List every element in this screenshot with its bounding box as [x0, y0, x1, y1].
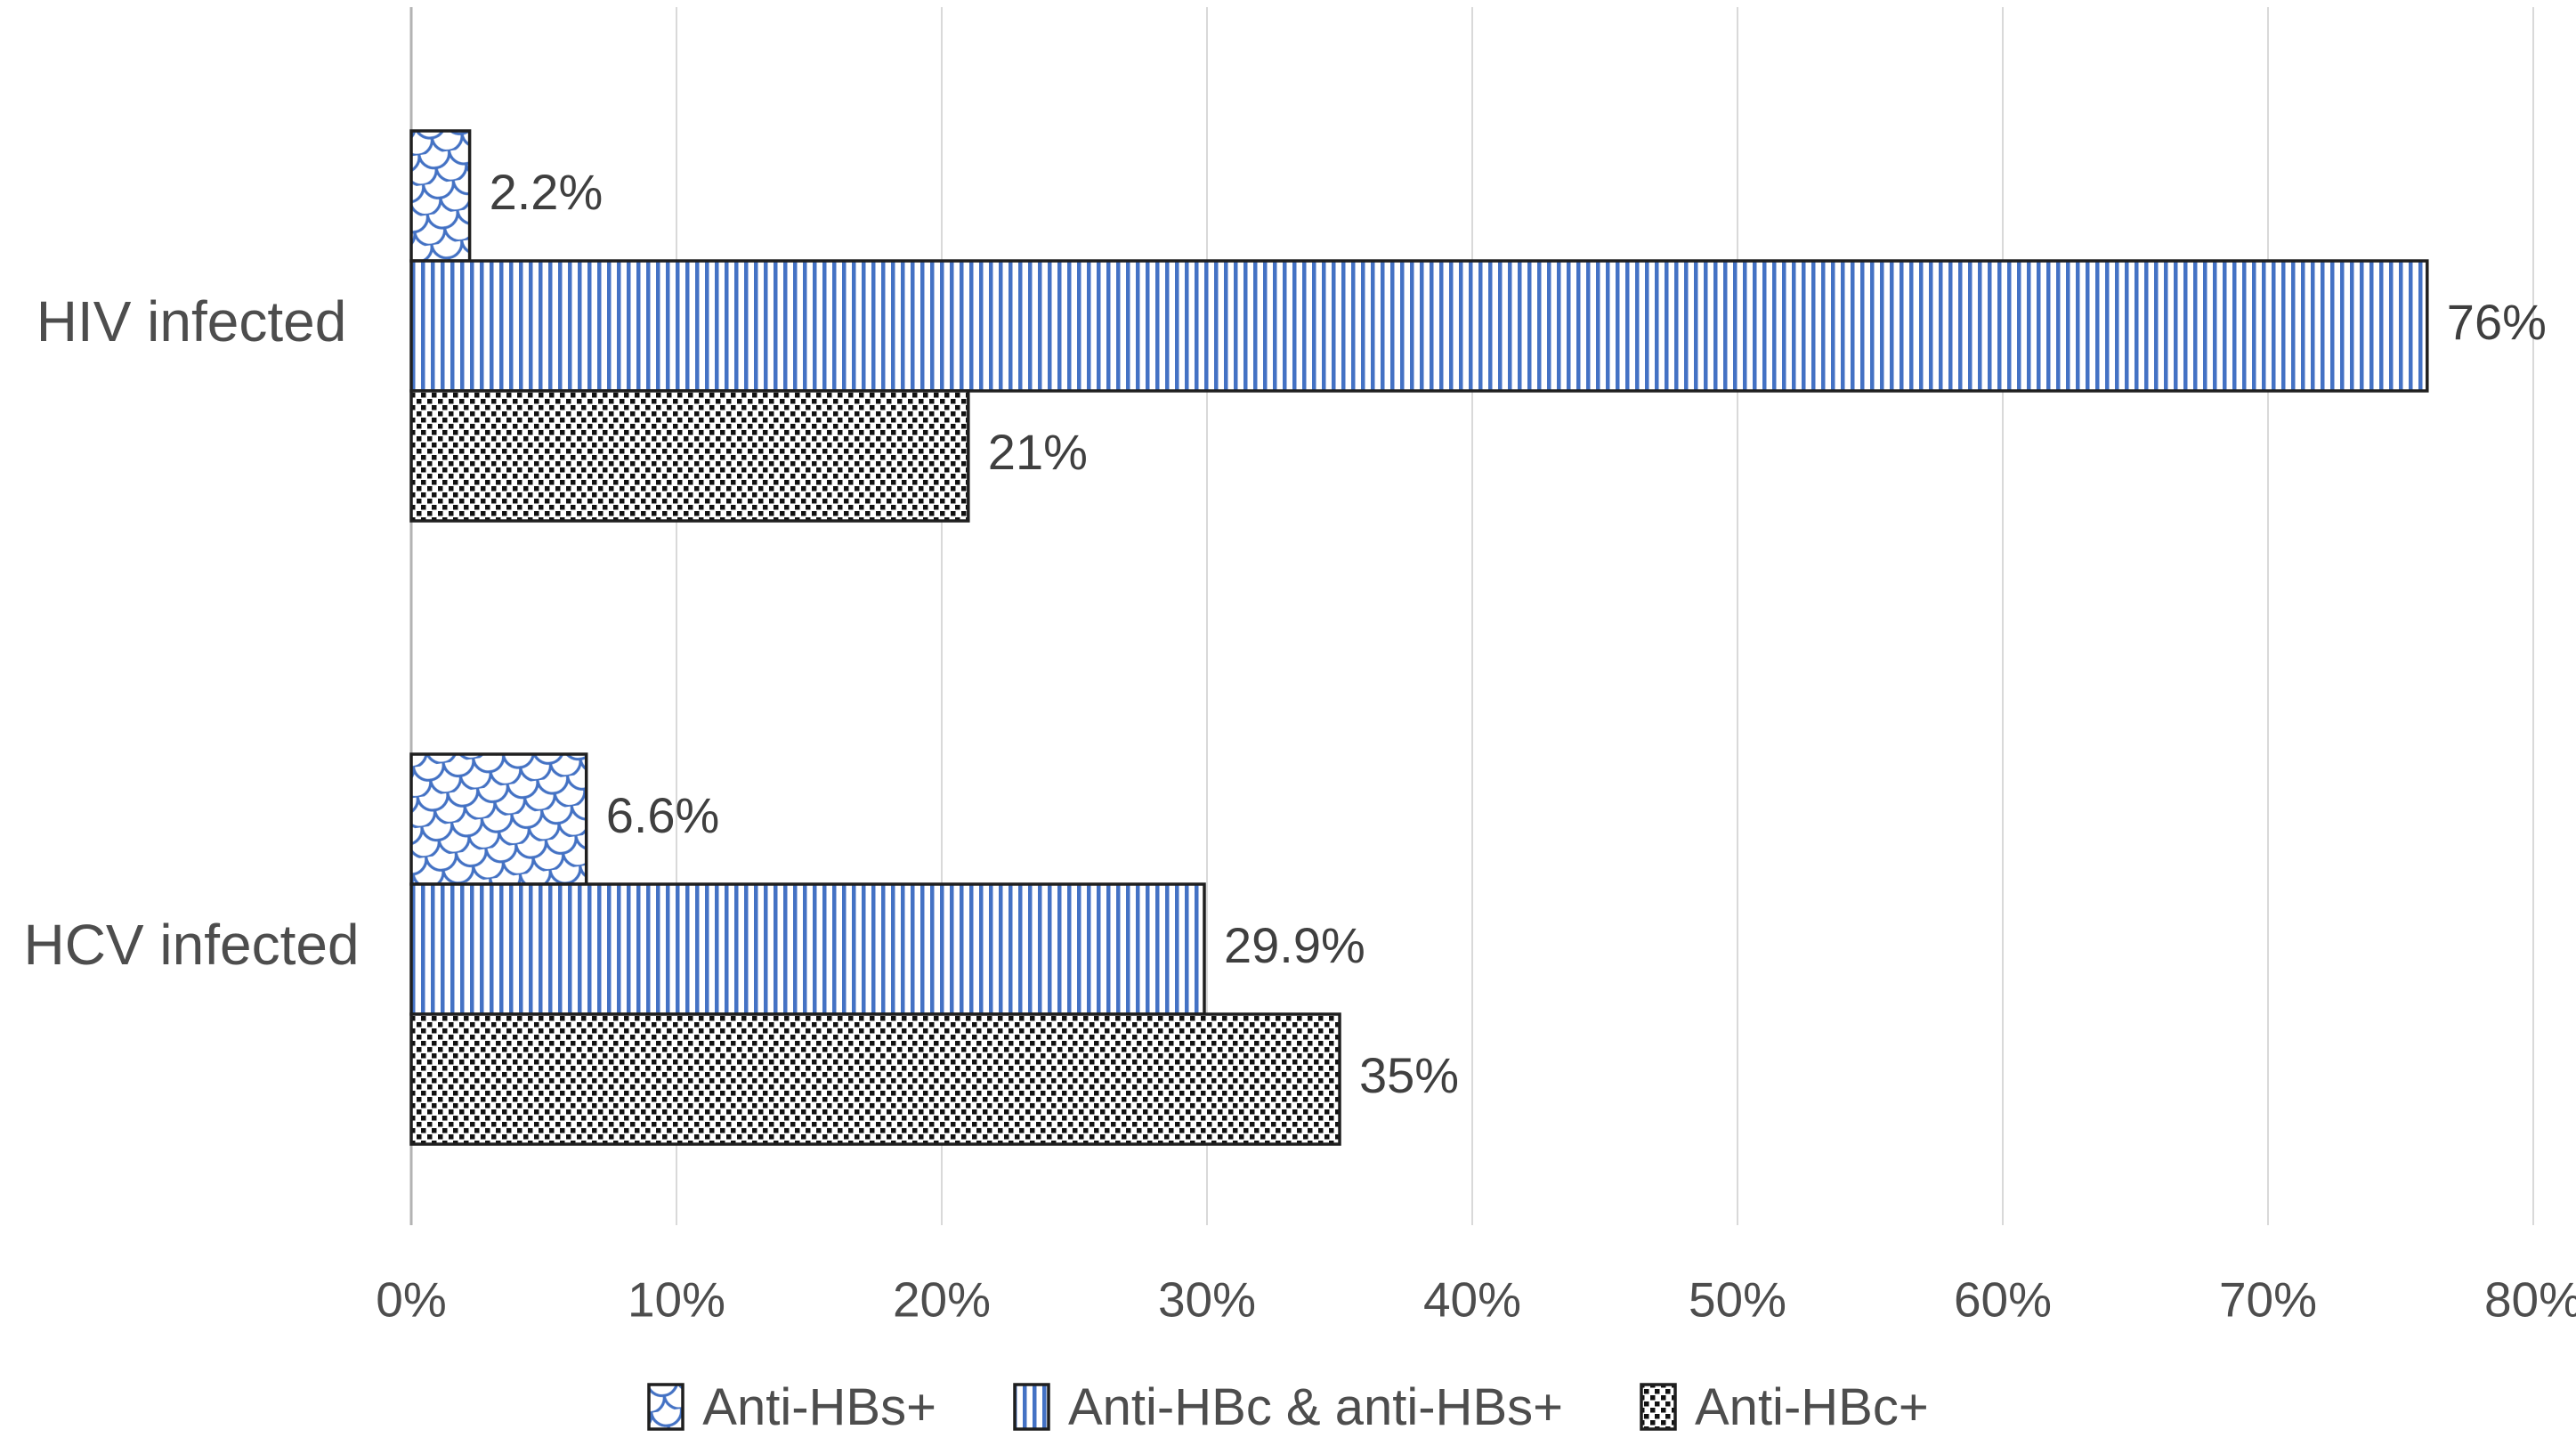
bar-hcv-infected-anti-hbc [409, 1012, 1341, 1146]
bar-hcv-infected-anti-hbc-anti-hbs [409, 882, 1206, 1016]
legend-item-anti-hbc-anti-hbs: Anti-HBc & anti-HBs+ [1013, 1377, 1563, 1437]
legend-item-anti-hbc: Anti-HBc+ [1640, 1377, 1929, 1437]
category-label-hcv-infected: HCV infected [23, 913, 359, 977]
bar-hiv-infected-anti-hbc [409, 389, 970, 523]
data-label-hcv-infected-anti-hbc-anti-hbs: 29.9% [1224, 917, 1365, 973]
data-label-hiv-infected-anti-hbc-anti-hbs: 76% [2447, 294, 2547, 350]
data-label-hiv-infected-anti-hbs: 2.2% [490, 164, 603, 220]
x-tick-label: 50% [1689, 1272, 1786, 1328]
data-label-hiv-infected-anti-hbc: 21% [988, 424, 1088, 480]
legend-label: Anti-HBc+ [1695, 1377, 1929, 1436]
x-tick-label: 0% [376, 1272, 447, 1328]
data-label-hcv-infected-anti-hbc: 35% [1359, 1047, 1459, 1103]
x-tick-label: 70% [2219, 1272, 2317, 1328]
x-tick-label: 80% [2484, 1272, 2576, 1328]
chart-legend: Anti-HBs+ Anti-HBc & anti-HBs+ Anti-HBc+ [0, 1369, 2576, 1444]
x-tick-label: 30% [1158, 1272, 1256, 1328]
bar-hiv-infected-anti-hbc-anti-hbs [409, 259, 2429, 393]
legend-label: Anti-HBc & anti-HBs+ [1067, 1377, 1563, 1436]
data-label-hcv-infected-anti-hbs: 6.6% [606, 787, 720, 843]
x-tick-label: 20% [893, 1272, 991, 1328]
legend-item-anti-hbs: Anti-HBs+ [647, 1377, 936, 1437]
legend-swatch-scales-icon [647, 1383, 685, 1431]
legend-swatch-vertical-lines-icon [1013, 1383, 1050, 1431]
legend-swatch-dots-icon [1640, 1383, 1677, 1431]
x-tick-label: 60% [1954, 1272, 2052, 1328]
category-label-hiv-infected: HIV infected [36, 289, 347, 353]
bar-hcv-infected-anti-hbs [409, 752, 588, 886]
bar-hiv-infected-anti-hbs [409, 129, 472, 263]
x-tick-label: 10% [628, 1272, 725, 1328]
legend-label: Anti-HBs+ [702, 1377, 936, 1436]
x-tick-label: 40% [1423, 1272, 1521, 1328]
